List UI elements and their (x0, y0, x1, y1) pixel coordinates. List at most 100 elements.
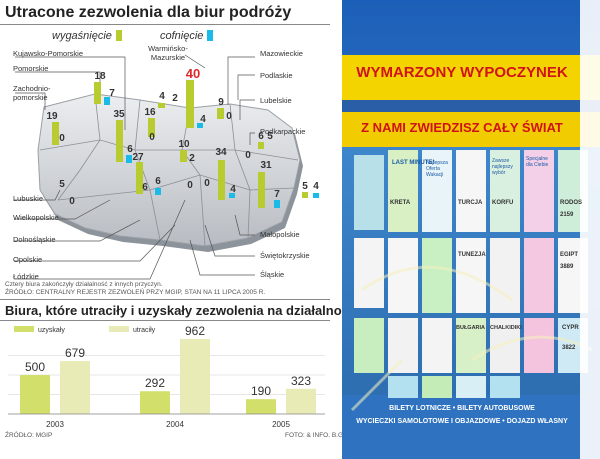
bar-value-2003-0: 500 (25, 360, 45, 374)
region-label-lubuskie: Lubuskie (13, 194, 44, 203)
map-value: 0 (149, 132, 155, 143)
bar-malopolskie-revoked (274, 200, 280, 208)
map-value: 0 (59, 133, 65, 144)
bar-2004-1 (180, 338, 210, 414)
map-value: 5 (267, 131, 273, 142)
section-rule (0, 299, 330, 300)
bar-slaskie-expired (302, 192, 308, 198)
legend-label-0: uzyskały (38, 327, 65, 334)
banner-mid-strip (342, 112, 600, 147)
bar-2004-0 (140, 391, 170, 414)
photo-poster-text: Specjalne dla Ciebie (526, 156, 549, 168)
map-value: 31 (260, 160, 272, 171)
map-value: 4 (230, 184, 236, 195)
bar-2003-1 (60, 361, 90, 414)
bar-2005-0 (246, 399, 276, 414)
leader-lines (14, 54, 255, 280)
photo-poster-text: RODOS (560, 200, 583, 206)
bar-pomorskie-revoked (104, 97, 110, 105)
bar-kujawsko-expired (148, 118, 155, 137)
map-value: 35 (113, 109, 125, 120)
legend-swatch-1 (109, 326, 129, 332)
photo-poster-text: Zawsze najlepszy wybór (492, 158, 513, 176)
region-label-pomorskie: Pomorskie (13, 64, 49, 73)
source-note-2: ŹRÓDŁO: CENTRALNY REJESTR ZEZWOLEŃ PRZY … (5, 289, 266, 296)
photo-poster-text: Najlepsza Oferta Wakacji (426, 160, 448, 178)
photo-poster-text: CHALKIDIKI (490, 325, 522, 331)
travel-agency-photo: WYMARZONY WYPOCZYNEK Z NAMI ZWIEDZISZ CA… (342, 0, 600, 459)
photo-poster-text: KORFU (492, 200, 514, 206)
region-label-mazowieckie: Mazowieckie (260, 49, 303, 58)
banner-top-strip (342, 55, 600, 100)
map-value: 2 (172, 93, 178, 104)
map-value: 0 (245, 150, 251, 161)
bar-dolnoslaskie-expired (136, 162, 143, 194)
map-value: 0 (69, 196, 75, 207)
map-value: 27 (132, 152, 144, 163)
photo-banner-mid: Z NAMI ZWIEDZISZ CAŁY ŚWIAT (361, 120, 563, 135)
region-label-kujawsko: Kujawsko-Pomorskie (13, 49, 84, 58)
bar-chart: uzyskały utraciły 500 679 2003 292 962 2004 190 3… (8, 324, 325, 429)
legend-revoked-swatch (207, 30, 214, 41)
bar-mazowieckie-expired (186, 80, 194, 128)
bar-value-2004-1: 962 (185, 324, 205, 338)
legend-revoked: cofnięcie (160, 30, 214, 42)
map-value: 10 (178, 139, 190, 150)
photo-art (342, 0, 600, 459)
photo-banner-top: WYMARZONY WYPOCZYNEK (356, 64, 568, 81)
map-value: 0 (204, 178, 210, 189)
bar-2003-0 (20, 375, 50, 414)
map-value: 7 (274, 189, 280, 200)
bar-value-2005-0: 190 (251, 384, 271, 398)
photo-edge (580, 0, 600, 459)
photo-poster-text: BUŁGARIA (456, 325, 486, 331)
map-value: 6 (142, 182, 148, 193)
region-label-dolnoslaskie: Dolnośląskie (13, 235, 56, 244)
map-title: Utracone zezwolenia dla biur podróży (5, 4, 292, 21)
photo-credit: FOTO: & INFO. B.G. (285, 432, 345, 439)
map-value: 19 (46, 111, 58, 122)
map-value: 34 (215, 147, 227, 158)
map-value: 7 (109, 88, 115, 99)
bar-zachodniopomorskie-expired (52, 122, 59, 145)
bar-malopolskie-expired (258, 172, 265, 208)
source-note-1: Cztery biura zakończyły działalność z in… (5, 281, 163, 288)
map-value-highlight: 40 (185, 66, 201, 81)
photo-poster-text: LAST MINUTE! (392, 160, 435, 166)
region-label-wielkopolskie: Wielkopolskie (13, 213, 59, 222)
bar-2005-1 (286, 388, 316, 414)
map-value: 18 (94, 71, 106, 82)
bar-mazowieckie-revoked (197, 123, 203, 128)
map-value: 6 (127, 144, 133, 155)
bar-lodzkie-expired (180, 150, 187, 162)
bar-warminsko-expired (158, 103, 165, 108)
map-value: 6 (155, 176, 161, 187)
x-tick-2005: 2005 (272, 420, 290, 429)
glass-reflection (350, 265, 593, 412)
region-label-swietokrzyskie: Świętokrzyskie (260, 251, 310, 260)
source-bottom: ŹRÓDŁO: MGIP (5, 432, 53, 439)
bar-chart-title: Biura, które utraciły i uzyskały zezwole… (5, 303, 357, 318)
photo-poster-text: 3822 (562, 345, 576, 351)
bar-pomorskie-expired (94, 82, 101, 104)
photo-poster-text: TURCJA (458, 200, 483, 206)
poland-map (14, 54, 319, 280)
map-value: 16 (144, 107, 156, 118)
map-value: 9 (218, 97, 224, 108)
region-label-warminsko: Warmińsko-Mazurskie (148, 44, 188, 62)
photo-poster-text: EGIPT (560, 252, 579, 258)
photo-bottom-line1: BILETY LOTNICZE • BILETY AUTOBUSOWE (389, 405, 535, 412)
legend-revoked-label: cofnięcie (160, 30, 204, 42)
legend-swatch-0 (14, 326, 34, 332)
photo-poster-text: TUNEZJA (458, 252, 486, 258)
bar-title-rule (0, 320, 330, 321)
x-tick-2003: 2003 (46, 420, 64, 429)
bar-value-2004-0: 292 (145, 376, 165, 390)
map-bars (52, 80, 319, 208)
region-label-zachodniopomorskie: Zachodnio-pomorskie (13, 84, 51, 102)
photo-poster-text: KRETA (390, 200, 411, 206)
bar-value-2003-1: 679 (65, 346, 85, 360)
photo-poster-text: 3889 (560, 264, 574, 270)
photo-poster-text: CYPR (562, 325, 579, 331)
map-value: 6 (258, 131, 264, 142)
